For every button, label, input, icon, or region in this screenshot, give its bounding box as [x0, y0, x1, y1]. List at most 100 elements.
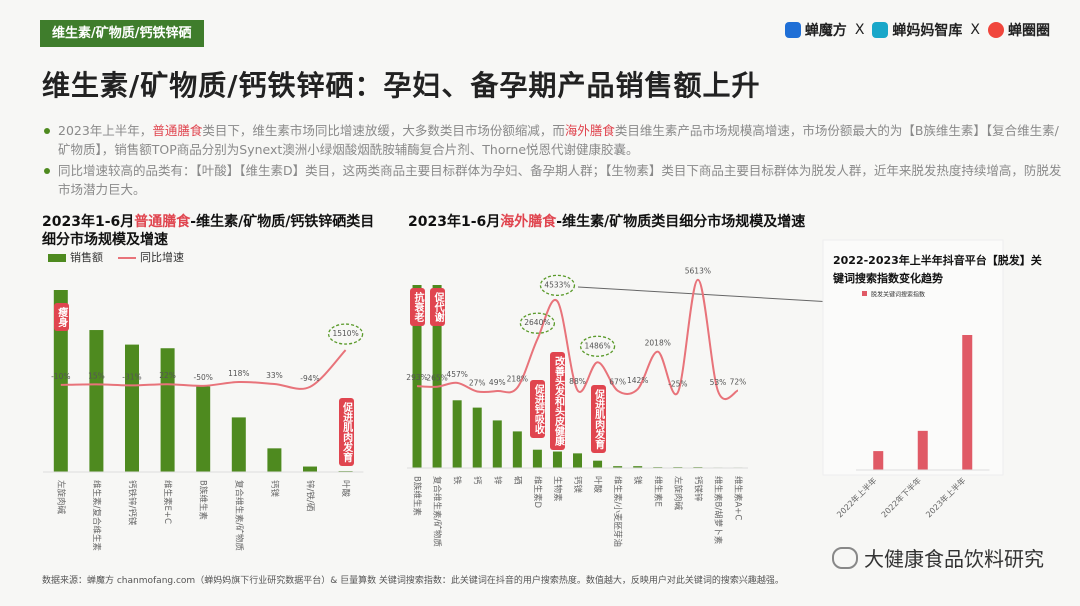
separator: X	[854, 22, 865, 38]
annotation: 瘦身	[53, 303, 69, 331]
bar	[432, 285, 442, 468]
annotation: 促代谢	[430, 288, 446, 326]
logo: 蝉圈圈	[988, 20, 1050, 40]
text-segment: 普通膳食	[134, 214, 191, 230]
separator: X	[970, 22, 980, 38]
bar	[593, 460, 603, 468]
text-segment: 类目下，维生素市场同比增速放缓，大多数类目市场份额缩减，而	[202, 123, 565, 138]
logo-text: 蝉魔方	[804, 23, 847, 39]
bar	[552, 451, 562, 468]
chart-title: 2023年1-6月普通膳食-维生素/矿物质/钙铁锌硒类目细分市场规模及增速	[42, 213, 382, 249]
bar	[412, 285, 422, 468]
value-label: -50%	[194, 373, 213, 382]
bar	[613, 466, 623, 468]
x-tick-label: 维生素E	[652, 476, 663, 507]
logo-text: 蝉圈圈	[1008, 23, 1050, 39]
x-tick-label: 维生素B/胡萝卜素	[712, 476, 723, 545]
category-tag: 维生素/矿物质/钙铁锌硒	[40, 20, 204, 47]
bar	[512, 431, 522, 468]
x-tick-label: 维生素/复合维生素	[91, 480, 102, 551]
text-segment: 海外膳食	[564, 123, 615, 138]
growth-line	[60, 349, 347, 390]
value-label: 2640%	[524, 318, 550, 327]
value-label: -10%	[51, 372, 70, 381]
text-segment: 海外膳食	[500, 214, 557, 230]
bar	[303, 466, 317, 472]
value-label: 53%	[710, 378, 727, 387]
value-label: 15%	[88, 371, 105, 380]
chart-title: 2023年1-6月海外膳食-维生素/矿物质类目细分市场规模及增速	[408, 213, 868, 231]
value-label: 218%	[507, 375, 528, 384]
x-tick-label: 锌	[492, 476, 503, 485]
x-tick-label: 维生素/小麦胚芽油	[612, 476, 623, 547]
text-segment: 类目维生素产品市场规模高增速，市场份额最大的为【B族维生素】【复合维生素/矿物质…	[58, 123, 1059, 157]
bar	[231, 417, 246, 472]
x-tick-label: 2022年上半年	[835, 475, 879, 519]
chart-title: 2022-2023年上半年抖音平台【脱发】关键词搜索指数变化趋势	[833, 252, 1043, 288]
x-tick-label: 维生素E+C	[162, 480, 173, 524]
x-tick-label: B族维生素	[412, 476, 423, 516]
x-tick-label: 钙镁	[572, 476, 583, 494]
bar	[573, 453, 583, 468]
bar	[125, 344, 139, 472]
value-label: -31%	[122, 372, 141, 381]
value-label: 142%	[627, 376, 648, 385]
value-label: 5613%	[685, 267, 711, 276]
bullet: 同比增速较高的品类有：【叶酸】【维生素D】类目，这两类商品主要目标群体为孕妇、备…	[42, 161, 1062, 199]
x-tick-label: B族维生素	[198, 480, 209, 520]
logo: 蝉魔方	[784, 20, 847, 40]
bar	[160, 348, 175, 472]
annotation: 抗衰老	[410, 288, 426, 326]
value-label: 1510%	[332, 329, 358, 338]
bar	[492, 420, 502, 468]
text-segment: -维生素/矿物质类目细分市场规模及增速	[556, 214, 806, 230]
text-segment: 同比增速较高的品类有：【叶酸】【维生素D】类目，这两类商品主要目标群体为孕妇、备…	[58, 163, 1062, 197]
arrow	[577, 286, 833, 303]
watermark-text: 大健康食品饮料研究	[864, 547, 1044, 571]
logo: 蝉妈妈智库	[872, 20, 962, 40]
x-tick-label: 钙镁锌	[692, 476, 703, 502]
value-label: 2018%	[645, 339, 671, 348]
highlight-circle	[519, 312, 556, 334]
text-segment: 2023年1-6月	[408, 214, 501, 230]
legend-swatch	[48, 254, 66, 262]
value-label: 118%	[228, 369, 249, 378]
bullets: 2023年上半年，普通膳食类目下，维生素市场同比增速放缓，大多数类目市场份额缩减…	[42, 121, 1062, 201]
x-tick-label: 钙	[472, 476, 483, 485]
bar	[962, 335, 973, 470]
highlight-circle	[579, 335, 616, 357]
x-tick-label: 复合维生素/矿物质	[432, 476, 443, 547]
growth-line	[416, 278, 739, 400]
value-label: -25%	[668, 380, 687, 389]
bar	[89, 330, 104, 472]
x-tick-label: 钙镁	[269, 480, 280, 498]
value-label: 88%	[569, 377, 586, 386]
x-tick-label: 维生素A+C	[732, 476, 743, 520]
chart-frame	[822, 239, 1004, 476]
x-tick-label: 维生素D	[532, 476, 543, 509]
legend-label: 脱发关键词搜索指数	[871, 291, 925, 299]
highlight-circle	[539, 274, 576, 296]
value-label: -94%	[300, 374, 319, 383]
annotation: 改善头发和头皮健康	[550, 352, 566, 450]
value-label: 293%	[406, 373, 427, 382]
annotation: 促进钙吸收	[530, 380, 546, 438]
value-label: 457%	[446, 370, 467, 379]
x-tick-label: 左旋肉碱	[672, 476, 683, 511]
x-tick-label: 硒	[512, 476, 522, 485]
logo-text: 蝉妈妈智库	[892, 23, 963, 39]
x-tick-label: 2022年下半年	[879, 475, 923, 519]
text-segment: 普通膳食	[152, 123, 203, 138]
text-segment: 2022-2023年上半年抖音平台【脱发】关键词搜索指数变化趋势	[833, 254, 1042, 285]
text-segment: -维生素/矿物质/钙铁锌硒类目细分市场规模及增速	[42, 214, 375, 248]
x-tick-label: 钙铁锌/钙镁	[127, 480, 138, 526]
x-tick-label: 铁	[452, 476, 463, 485]
legend-label: 销售额	[70, 250, 103, 264]
value-label: 67%	[609, 378, 626, 387]
annotation: 促进肌肉发育	[590, 385, 606, 453]
bar	[472, 407, 482, 468]
watermark: 大健康食品饮料研究	[832, 543, 1044, 572]
value-label: 22%	[159, 371, 176, 380]
value-label: 1486%	[584, 341, 610, 350]
